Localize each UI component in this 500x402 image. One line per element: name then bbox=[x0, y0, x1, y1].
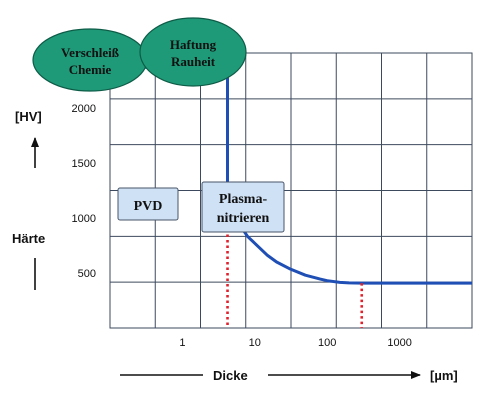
x-axis: 1 10 100 1000 bbox=[179, 337, 412, 349]
x-tick-label: 100 bbox=[318, 337, 336, 349]
bubble-verschleiss: Verschleiß Chemie bbox=[32, 28, 148, 92]
pvd-label-box: PVD bbox=[117, 187, 179, 221]
y-tick-label: 500 bbox=[78, 268, 96, 280]
y-tick-label: 1500 bbox=[72, 158, 96, 170]
y-axis-label: Härte bbox=[12, 231, 45, 246]
y-unit-label: [HV] bbox=[15, 109, 42, 124]
bubble-haftung-line2: Rauheit bbox=[171, 54, 216, 69]
plasma-label-line2: nitrieren bbox=[217, 211, 270, 226]
x-tick-label: 1 bbox=[179, 337, 185, 349]
grid-lines bbox=[110, 53, 472, 328]
pvd-label: PVD bbox=[134, 199, 163, 214]
x-tick-label: 10 bbox=[249, 337, 261, 349]
x-unit-label: [µm] bbox=[430, 368, 458, 383]
plasma-label-line1: Plasma- bbox=[219, 192, 268, 207]
bubble-verschleiss-line1: Verschleiß bbox=[61, 45, 119, 60]
bubble-haftung: Haftung Rauheit bbox=[139, 17, 247, 87]
x-axis-label: Dicke bbox=[213, 368, 248, 383]
y-tick-label: 2000 bbox=[72, 103, 96, 115]
bubble-verschleiss-line2: Chemie bbox=[69, 62, 112, 77]
y-tick-label: 1000 bbox=[72, 213, 96, 225]
bubble-haftung-line1: Haftung bbox=[170, 37, 217, 52]
plasma-label-box: Plasma- nitrieren bbox=[201, 181, 285, 233]
depth-markers bbox=[226, 201, 364, 328]
x-tick-label: 1000 bbox=[387, 337, 411, 349]
